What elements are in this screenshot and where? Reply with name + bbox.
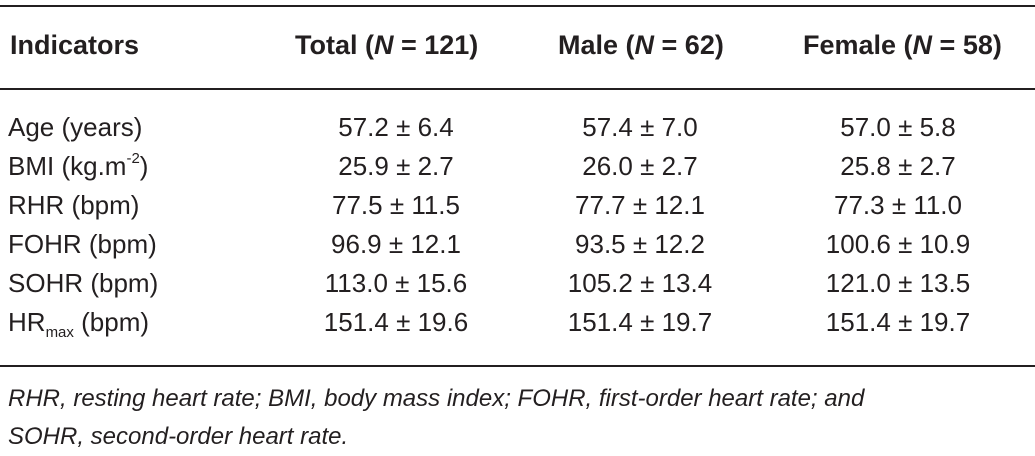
header-female-n: N — [912, 30, 933, 60]
header-female-prefix: Female ( — [803, 30, 913, 60]
header-female: Female (N = 58) — [803, 30, 1002, 61]
header-male-suffix: = 62) — [654, 30, 724, 60]
row-label: HRmax (bpm) — [8, 307, 150, 342]
table-footnote: RHR, resting heart rate; BMI, body mass … — [8, 380, 1018, 456]
row-label: SOHR (bpm) — [8, 268, 159, 298]
table-row: FOHR (bpm) 96.9 ± 12.1 93.5 ± 12.2 100.6… — [0, 229, 1035, 268]
row-label: Age (years) — [8, 112, 143, 142]
cell-total: 113.0 ± 15.6 — [324, 268, 468, 298]
table-row: HRmax (bpm) 151.4 ± 19.6 151.4 ± 19.7 15… — [0, 307, 1035, 346]
table-row: BMI (kg.m-2) 25.9 ± 2.7 26.0 ± 2.7 25.8 … — [0, 151, 1035, 190]
table-top-rule — [0, 5, 1035, 7]
table-header-row: Indicators Total (N = 121) Male (N = 62)… — [0, 30, 1035, 70]
footnote-line-1: RHR, resting heart rate; BMI, body mass … — [8, 385, 865, 412]
cell-male: 26.0 ± 2.7 — [582, 151, 698, 181]
header-male-prefix: Male ( — [558, 30, 635, 60]
row-label-main: HR — [8, 307, 46, 337]
row-label-main: BMI (kg.m — [8, 151, 127, 181]
header-male: Male (N = 62) — [558, 30, 724, 61]
cell-female: 57.0 ± 5.8 — [840, 112, 956, 142]
row-label: FOHR (bpm) — [8, 229, 157, 259]
cell-male: 151.4 ± 19.7 — [567, 307, 713, 337]
row-label: BMI (kg.m-2) — [8, 151, 148, 182]
cell-total: 77.5 ± 11.5 — [332, 190, 460, 220]
footnote-line-2: SOHR, second-order heart rate. — [8, 423, 349, 450]
table-body: Age (years) 57.2 ± 6.4 57.4 ± 7.0 57.0 ±… — [0, 112, 1035, 346]
header-total: Total (N = 121) — [295, 30, 490, 61]
table-bottom-rule — [0, 365, 1035, 367]
table-row: SOHR (bpm) 113.0 ± 15.6 105.2 ± 13.4 121… — [0, 268, 1035, 307]
header-total-n: N — [373, 30, 394, 60]
cell-female: 100.6 ± 10.9 — [825, 229, 971, 259]
header-female-suffix: = 58) — [932, 30, 1002, 60]
cell-female: 121.0 ± 13.5 — [825, 268, 971, 298]
cell-male: 93.5 ± 12.2 — [575, 229, 705, 259]
row-label: RHR (bpm) — [8, 190, 140, 220]
cell-total: 25.9 ± 2.7 — [338, 151, 454, 181]
table-header-rule — [0, 88, 1035, 90]
header-indicators: Indicators — [10, 30, 140, 60]
header-male-n: N — [634, 30, 655, 60]
cell-total: 96.9 ± 12.1 — [331, 229, 461, 259]
row-label-superscript: -2 — [126, 150, 140, 168]
cell-male: 105.2 ± 13.4 — [567, 268, 713, 298]
row-label-subscript: max — [45, 324, 74, 342]
cell-female: 77.3 ± 11.0 — [834, 190, 962, 220]
header-total-suffix: = 121) — [393, 30, 479, 60]
row-label-end: ) — [139, 151, 149, 181]
cell-total: 151.4 ± 19.6 — [323, 307, 469, 337]
cell-total: 57.2 ± 6.4 — [338, 112, 454, 142]
cell-female: 25.8 ± 2.7 — [840, 151, 956, 181]
table-row: RHR (bpm) 77.5 ± 11.5 77.7 ± 12.1 77.3 ±… — [0, 190, 1035, 229]
header-total-prefix: Total ( — [295, 30, 374, 60]
cell-female: 151.4 ± 19.7 — [825, 307, 971, 337]
table-row: Age (years) 57.2 ± 6.4 57.4 ± 7.0 57.0 ±… — [0, 112, 1035, 151]
row-label-end: (bpm) — [73, 307, 150, 337]
cell-male: 57.4 ± 7.0 — [582, 112, 698, 142]
cell-male: 77.7 ± 12.1 — [575, 190, 705, 220]
